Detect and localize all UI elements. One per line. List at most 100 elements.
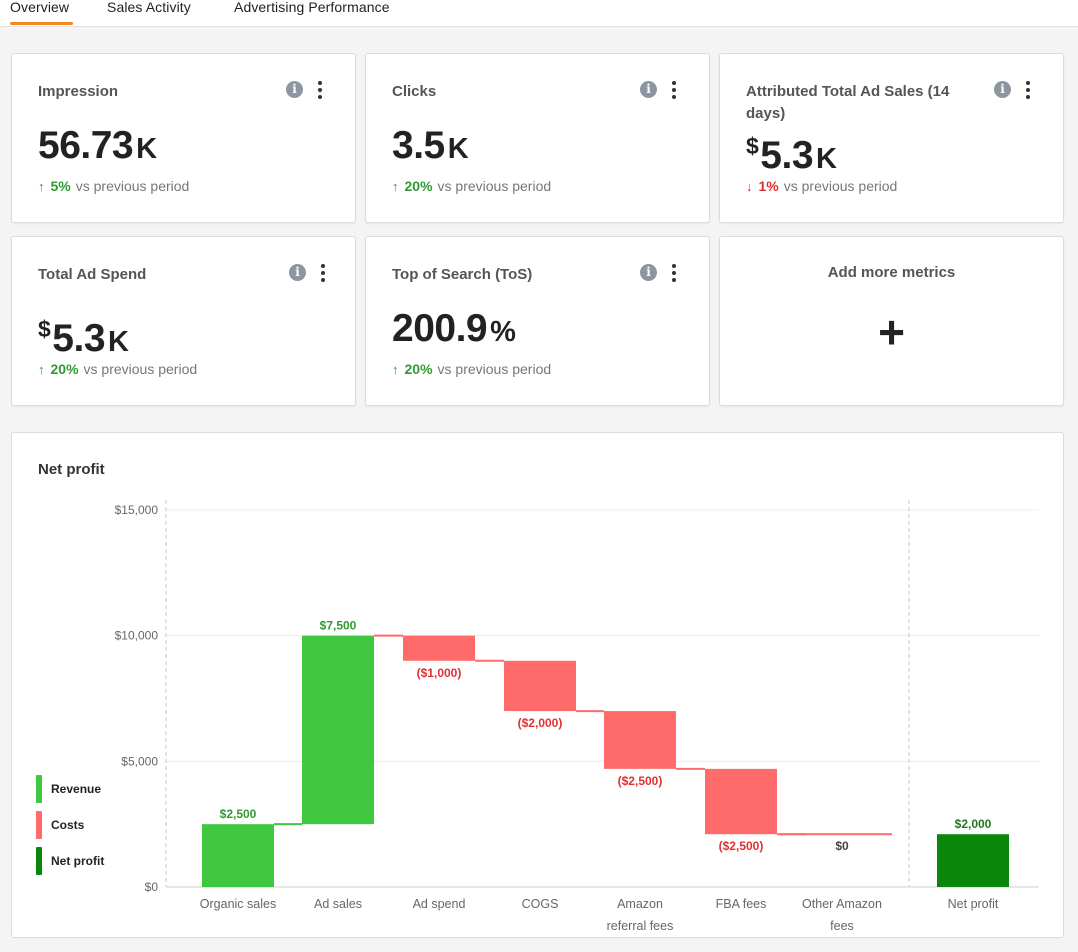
y-tick-label: $10,000 xyxy=(115,629,159,643)
waterfall-bar xyxy=(705,768,777,835)
metric-number: 3.5 xyxy=(392,124,445,167)
tab-overview[interactable]: Overview xyxy=(10,0,70,15)
change-percent: 20% xyxy=(404,361,433,377)
kebab-icon[interactable] xyxy=(316,80,324,100)
legend-label: Net profit xyxy=(51,854,105,868)
change-note: vs previous period xyxy=(83,361,198,377)
metric-card: Top of Search (ToS) i 200.9% ↑ 20% vs previou… xyxy=(365,236,710,406)
data-label: $2,000 xyxy=(955,817,992,831)
y-tick-label: $0 xyxy=(145,880,159,894)
data-label: ($1,000) xyxy=(417,666,462,680)
change-percent: 20% xyxy=(50,361,79,377)
metric-title: Attributed Total Ad Sales (14 days) xyxy=(746,83,950,122)
kebab-icon[interactable] xyxy=(319,263,327,283)
waterfall-bar xyxy=(937,834,1009,887)
metric-suffix: K xyxy=(136,133,157,165)
y-tick-label: $5,000 xyxy=(121,754,158,768)
x-tick-label: referral fees xyxy=(607,919,674,933)
x-tick-label: COGS xyxy=(522,897,559,911)
legend-label: Revenue xyxy=(51,782,102,796)
chart-title: Net profit xyxy=(38,461,105,478)
metric-title: Total Ad Spend xyxy=(38,266,147,283)
x-tick-label: Organic sales xyxy=(200,897,276,911)
legend-swatch xyxy=(36,775,42,803)
y-tick-label: $15,000 xyxy=(115,503,159,517)
add-metrics-label: Add more metrics xyxy=(827,264,956,281)
waterfall-bar xyxy=(780,833,892,836)
waterfall-bar xyxy=(604,711,676,769)
metric-value: 3.5 K xyxy=(392,124,469,171)
kebab-icon[interactable] xyxy=(670,263,678,283)
data-label: $7,500 xyxy=(320,619,357,633)
waterfall-bar xyxy=(403,635,475,661)
metric-title: Clicks xyxy=(392,83,437,100)
metric-card: Clicks i 3.5 K ↑ 20% vs previous period xyxy=(365,53,710,223)
metric-change: ↑ 20% vs previous period xyxy=(392,361,551,377)
data-label: $0 xyxy=(835,839,849,853)
info-icon[interactable]: i xyxy=(286,81,303,98)
info-icon[interactable]: i xyxy=(289,264,306,281)
metric-value: 200.9% xyxy=(392,307,516,354)
metric-card: Attributed Total Ad Sales (14 days) i $5.3… xyxy=(719,53,1064,223)
metric-title: Impression xyxy=(38,83,119,100)
metric-change: ↓ 1% vs previous period xyxy=(746,178,897,194)
data-label: ($2,500) xyxy=(618,774,663,788)
x-tick-label: Ad sales xyxy=(314,897,362,911)
info-icon[interactable]: i xyxy=(640,81,657,98)
kebab-icon[interactable] xyxy=(670,80,678,100)
data-label: ($2,500) xyxy=(719,839,764,853)
metric-change: ↑ 20% vs previous period xyxy=(392,178,551,194)
metric-value: $5.3 K xyxy=(38,307,129,364)
metric-suffix: K xyxy=(447,133,469,165)
change-note: vs previous period xyxy=(75,178,190,194)
tab-sales-activity[interactable]: Sales Activity xyxy=(107,0,191,15)
tab-advertising-performance[interactable]: Advertising Performance xyxy=(234,0,390,15)
data-label: $2,500 xyxy=(220,807,257,821)
metric-card: Total Ad Spend i $5.3 K ↑ 20% vs previous peri… xyxy=(11,236,356,406)
metric-number: 5.3 xyxy=(52,317,106,360)
x-tick-label: FBA fees xyxy=(716,897,767,911)
add-metrics-card[interactable]: Add more metrics + xyxy=(719,236,1064,406)
legend-swatch xyxy=(36,811,42,839)
x-tick-label: Net profit xyxy=(948,897,999,911)
legend-swatch xyxy=(36,847,42,875)
waterfall-bar xyxy=(302,635,374,825)
waterfall-chart: $0 $5,000 $10,000 $15,000 $2,500 Organic sale… xyxy=(115,500,1039,933)
change-percent: 20% xyxy=(404,178,433,194)
metric-suffix: K xyxy=(108,326,129,358)
arrow-up-icon: ↑ xyxy=(392,179,399,194)
data-label: ($2,000) xyxy=(518,716,563,730)
change-percent: 5% xyxy=(50,178,71,194)
change-note: vs previous period xyxy=(783,178,898,194)
metric-title: Top of Search (ToS) xyxy=(392,266,533,283)
net-profit-chart-card: Net profit $0 $5,000 $10,000 $15,000 $2,500 O… xyxy=(11,432,1064,938)
arrow-up-icon: ↑ xyxy=(38,362,45,377)
arrow-down-icon: ↓ xyxy=(746,179,753,194)
change-note: vs previous period xyxy=(437,361,552,377)
waterfall-bar xyxy=(504,660,576,712)
arrow-up-icon: ↑ xyxy=(392,362,399,377)
metric-change: ↑ 20% vs previous period xyxy=(38,361,197,377)
metric-card: Impression i 56.73 K ↑ 5% vs previous period xyxy=(11,53,356,223)
x-tick-label: fees xyxy=(830,919,854,933)
waterfall-bar xyxy=(202,824,274,887)
info-icon[interactable]: i xyxy=(640,264,657,281)
metric-number: 56.73 xyxy=(38,124,134,167)
plus-icon[interactable]: + xyxy=(878,306,905,358)
x-tick-label: Ad spend xyxy=(413,897,466,911)
x-tick-label: Other Amazon xyxy=(802,897,882,911)
metric-value: 56.73 K xyxy=(38,124,157,171)
metric-number: 200.9 xyxy=(392,307,488,350)
active-tab-indicator xyxy=(10,22,73,25)
arrow-up-icon: ↑ xyxy=(38,179,45,194)
info-icon[interactable]: i xyxy=(994,81,1011,98)
tab-bar: Overview Sales Activity Advertising Perf… xyxy=(0,0,1078,27)
x-tick-label: Amazon xyxy=(617,897,663,911)
metric-suffix: K xyxy=(816,143,837,175)
change-note: vs previous period xyxy=(437,178,552,194)
kebab-icon[interactable] xyxy=(1024,80,1032,100)
metric-change: ↑ 5% vs previous period xyxy=(38,178,189,194)
change-percent: 1% xyxy=(758,178,779,194)
metric-prefix: $ xyxy=(746,133,759,159)
metric-suffix: % xyxy=(490,316,516,348)
